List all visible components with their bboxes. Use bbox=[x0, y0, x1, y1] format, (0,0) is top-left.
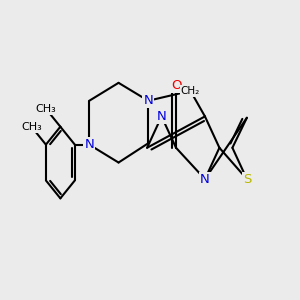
Text: N: N bbox=[200, 172, 210, 186]
Text: O: O bbox=[171, 79, 181, 92]
Text: N: N bbox=[84, 138, 94, 151]
Text: CH₃: CH₃ bbox=[21, 122, 42, 132]
Text: CH₃: CH₃ bbox=[35, 104, 56, 114]
Text: S: S bbox=[243, 172, 251, 186]
Text: N: N bbox=[157, 110, 166, 123]
Text: CH₂: CH₂ bbox=[181, 86, 200, 96]
Text: N: N bbox=[143, 94, 153, 107]
